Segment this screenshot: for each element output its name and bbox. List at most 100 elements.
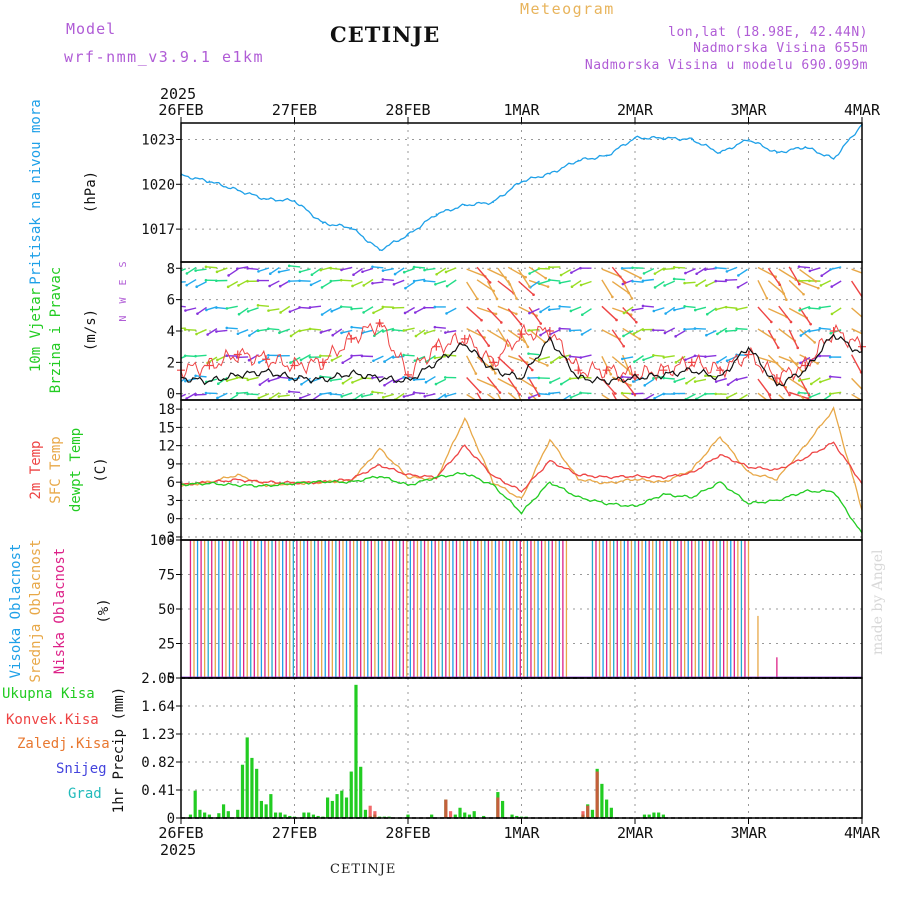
precip-bar	[203, 812, 207, 818]
sfc-ylabel: SFC Temp	[48, 436, 64, 503]
wind-arrow	[611, 356, 629, 371]
wind-arrow	[549, 279, 561, 282]
sfc-temp-line	[180, 406, 863, 511]
wind-arrow	[717, 355, 728, 363]
wind-arrow	[570, 355, 582, 359]
pressure-point	[662, 137, 665, 139]
wind-arrow-head	[547, 265, 551, 269]
wind-arrow	[300, 354, 311, 361]
wind-arrow	[196, 281, 207, 288]
wind-arrow	[559, 354, 571, 359]
y-tick-label: 2.05	[141, 671, 175, 687]
gust-marker	[460, 334, 469, 343]
wind-arrow-head	[423, 332, 427, 335]
wind-arrow	[632, 280, 644, 283]
wind-arrow-head	[173, 281, 176, 284]
pressure-ylabel: Pritisak na nivou mora	[28, 99, 44, 284]
pressure-point	[378, 249, 381, 251]
wind-arrow-head	[505, 411, 508, 414]
wind-arrow	[831, 307, 842, 315]
wind-arrow	[653, 354, 665, 357]
precip-bar	[273, 812, 278, 818]
precip-bar	[359, 766, 363, 818]
wind-arrow	[507, 329, 526, 343]
wind-arrow-head	[362, 311, 365, 314]
gust-marker	[574, 366, 583, 375]
wind-arrow	[664, 280, 676, 287]
wind-arrow	[476, 266, 491, 283]
wind-arrow	[363, 306, 374, 314]
wind-arrow	[737, 281, 748, 288]
precip-bar	[316, 815, 320, 818]
wind-arrow	[540, 328, 551, 336]
wind-arrow	[799, 305, 811, 311]
wind-arrow-head	[435, 272, 438, 276]
wind-arrow	[445, 330, 457, 334]
wind-arrow-head	[528, 285, 531, 288]
wind-arrow-head	[693, 380, 697, 383]
wind-arrow-head	[813, 341, 816, 344]
wind-arrow-head	[630, 297, 634, 300]
precip-bar	[250, 757, 254, 818]
wind-arrow-head	[559, 382, 563, 386]
wind-arrow-head	[423, 268, 426, 272]
wind-arrow	[186, 266, 197, 274]
gust-marker	[290, 361, 299, 370]
wind-arrow-head	[329, 392, 333, 396]
wind-arrow	[195, 375, 207, 378]
y-tick-label: 3	[167, 493, 175, 509]
wind-arrow-head	[788, 393, 791, 397]
wind-arrow-head	[248, 334, 251, 337]
wind-arrow-head	[227, 274, 230, 277]
wind-arrow	[226, 377, 238, 382]
wind-arrow	[778, 394, 786, 400]
pressure-point	[577, 159, 580, 162]
wind-arrow-head	[300, 382, 303, 386]
wind-arrow-head	[726, 383, 730, 386]
gust-marker	[262, 355, 271, 364]
wind-arrow-head	[478, 390, 482, 394]
wind-arrow-head	[611, 295, 614, 299]
wind-arrow-head	[175, 383, 178, 386]
wind-arrow	[434, 326, 446, 329]
wind-arrow	[799, 328, 816, 343]
wind-arrow-head	[487, 344, 491, 347]
model-label: Model	[66, 20, 117, 38]
wind-arrow-head	[808, 306, 811, 310]
wind-arrow-head	[340, 331, 343, 335]
wind-arrow	[851, 280, 862, 298]
wind-arrow	[486, 280, 498, 300]
pressure-point	[265, 198, 267, 201]
precip-bar	[500, 800, 505, 818]
wind-arrow-head	[615, 318, 618, 322]
wind-arrow	[476, 329, 490, 347]
wind-arrow	[529, 268, 540, 275]
cloud-unit: (%)	[96, 598, 112, 623]
wind-ylabel-2: Brzina i Pravac	[48, 267, 64, 393]
wind-arrow-head	[528, 311, 531, 315]
wind-arrow	[404, 306, 415, 314]
wind-arrow	[237, 266, 249, 270]
wind-arrow-head	[329, 279, 333, 283]
wind-arrow	[529, 280, 540, 288]
wind-arrow-head	[828, 392, 832, 396]
wind-arrow-head	[526, 345, 530, 349]
wind-arrow	[685, 268, 696, 274]
wind-arrow-head	[558, 327, 561, 330]
wind-arrow-head	[393, 272, 397, 276]
wind-arrow-head	[257, 396, 261, 400]
wind-arrow	[278, 394, 290, 398]
wind-arrow	[383, 327, 394, 333]
wind-arrow	[570, 329, 582, 332]
wind-arrow	[268, 308, 280, 312]
wind-arrow	[181, 268, 186, 272]
wind-arrow	[528, 306, 542, 324]
wind-arrow	[674, 306, 686, 311]
wind-arrow-head	[236, 267, 239, 271]
y-tick-label: 9	[167, 457, 175, 473]
wind-arrow-head	[433, 356, 437, 360]
gust-marker	[233, 350, 242, 359]
precip-bar	[302, 812, 306, 818]
gust-marker	[432, 342, 441, 351]
wind-arrow-head	[672, 277, 676, 281]
